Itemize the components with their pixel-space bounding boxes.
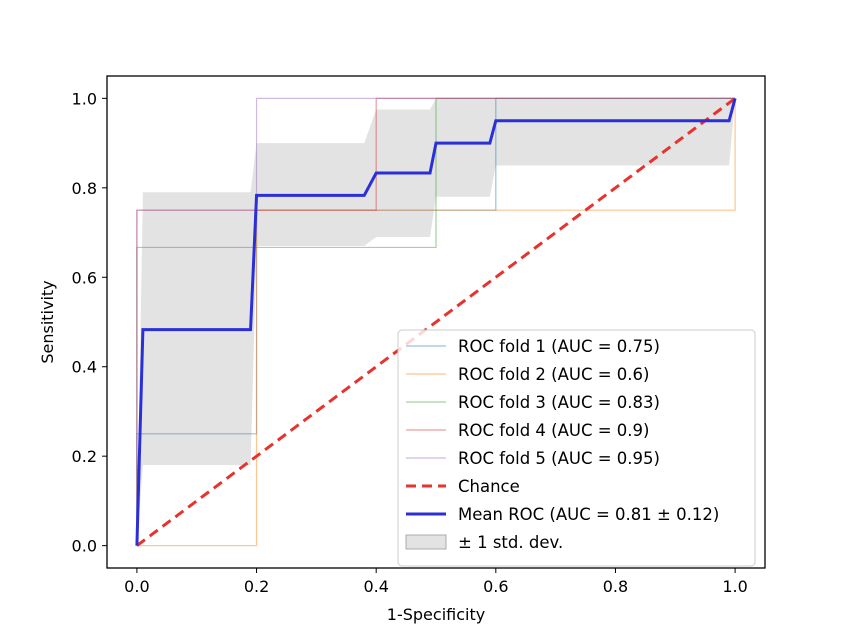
- legend-label: ROC fold 3 (AUC = 0.83): [458, 393, 660, 412]
- legend-swatch-band: [405, 534, 447, 550]
- series-layer: [135, 97, 737, 547]
- y-axis-title: Sensitivity: [38, 280, 57, 363]
- y-tick-label: 0.6: [72, 268, 97, 287]
- std-band-layer: [136, 98, 736, 546]
- y-tick-label: 1.0: [72, 89, 97, 108]
- y-tick-label: 0.2: [72, 447, 97, 466]
- y-tick-label: 0.8: [72, 179, 97, 198]
- series-line-roc-fold-3-3: [136, 97, 736, 546]
- legend: ROC fold 1 (AUC = 0.75) ROC fold 2 (AUC =…: [397, 329, 756, 567]
- x-tick-label: 0.0: [124, 577, 149, 596]
- legend-label: Mean ROC (AUC = 0.81 ± 0.12): [458, 505, 719, 524]
- legend-label: ROC fold 4 (AUC = 0.9): [458, 421, 649, 440]
- y-tick-label: 0.4: [72, 358, 97, 377]
- x-tick-label: 0.6: [483, 577, 508, 596]
- x-tick-label: 0.2: [244, 577, 269, 596]
- x-tick-label: 0.4: [363, 577, 388, 596]
- x-axis-title: 1-Specificity: [387, 605, 485, 624]
- legend-box: [397, 329, 756, 567]
- series-line-chance-6: [136, 97, 736, 547]
- series-line-roc-fold-4-4: [136, 97, 736, 546]
- x-tick-label: 1.0: [722, 577, 747, 596]
- legend-label: ROC fold 2 (AUC = 0.6): [458, 365, 649, 384]
- series-line-mean-roc-7: [135, 97, 737, 546]
- y-tick-label: 0.0: [72, 537, 97, 556]
- ticks-layer: 0.0 0.2 0.4 0.6 0.8 1.0 0.0 0.2 0.4 0.6 0.8 1.0: [72, 89, 748, 596]
- std-dev-band: [136, 98, 736, 546]
- legend-label: ± 1 std. dev.: [458, 533, 563, 552]
- plot-frame: [106, 75, 766, 569]
- legend-label: ROC fold 1 (AUC = 0.75): [458, 337, 660, 356]
- x-tick-label: 0.8: [603, 577, 628, 596]
- legend-label: Chance: [458, 477, 520, 496]
- legend-label: ROC fold 5 (AUC = 0.95): [458, 449, 660, 468]
